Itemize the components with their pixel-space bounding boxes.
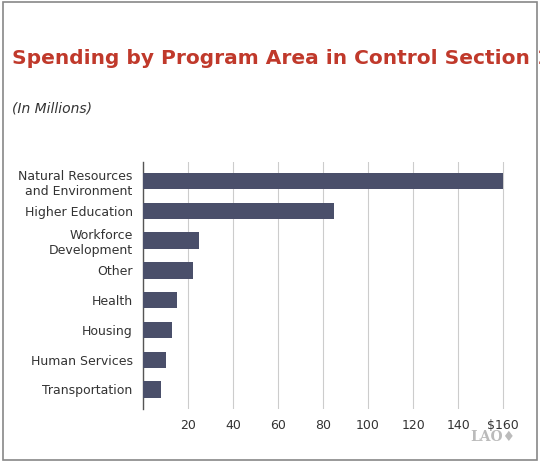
Bar	[143, 381, 161, 398]
Bar	[143, 232, 199, 249]
Bar	[143, 322, 172, 338]
Bar	[143, 292, 177, 308]
Bar	[143, 262, 193, 279]
Bar	[143, 352, 166, 368]
Bar	[143, 173, 503, 189]
Text: Figure 5: Figure 5	[12, 14, 77, 28]
Bar	[143, 203, 334, 219]
Text: (In Millions): (In Millions)	[12, 102, 92, 116]
Text: Spending by Program Area in Control Section 19.57: Spending by Program Area in Control Sect…	[12, 49, 540, 67]
Text: LAO♦: LAO♦	[470, 430, 516, 444]
